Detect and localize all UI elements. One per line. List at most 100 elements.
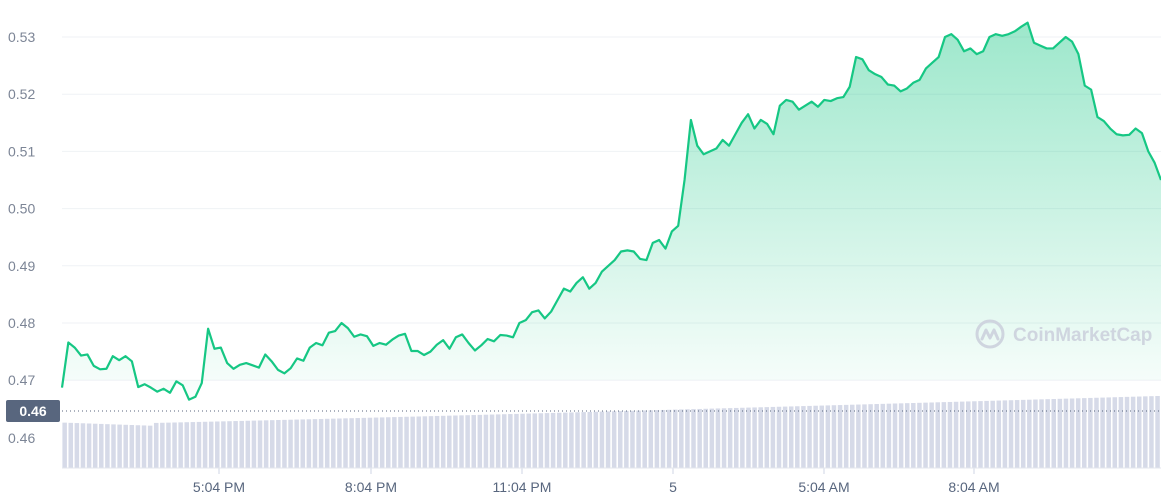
volume-bar — [379, 417, 385, 468]
volume-bar — [1143, 396, 1148, 468]
volume-bar — [947, 401, 953, 468]
volume-bar — [1014, 400, 1020, 468]
volume-bar — [734, 407, 739, 468]
volume-bar — [709, 408, 715, 468]
volume-bar — [831, 405, 837, 468]
volume-bar — [62, 422, 67, 468]
volume-bar — [1069, 398, 1075, 468]
volume-bar — [373, 417, 379, 468]
volume-bar — [453, 415, 458, 468]
volume-bar — [68, 422, 74, 468]
volume-bar — [202, 421, 208, 468]
volume-bar — [1124, 396, 1130, 468]
volume-bar — [105, 424, 110, 468]
volume-bar — [349, 418, 354, 468]
volume-bar — [428, 416, 434, 468]
volume-bar — [184, 422, 190, 468]
volume-bar — [727, 408, 733, 468]
volume-bar — [117, 424, 122, 468]
volume-bar — [385, 417, 391, 468]
volume-bar — [575, 412, 580, 468]
volume-bar — [422, 416, 428, 468]
x-axis: 5:04 PM 8:04 PM 11:04 PM 5 5:04 AM 8:04 AM — [62, 467, 1161, 495]
volume-bar — [532, 413, 538, 468]
y-tick-label: 0.47 — [8, 372, 35, 388]
volume-bar — [86, 423, 92, 468]
volume-bar — [502, 414, 507, 468]
volume-bar — [672, 409, 678, 468]
volume-bar — [196, 421, 202, 468]
volume-bars — [62, 396, 1160, 468]
volume-bar — [1094, 397, 1099, 468]
volume-bar — [904, 403, 910, 468]
volume-bar — [599, 411, 605, 468]
volume-bar — [862, 404, 867, 468]
volume-bar — [972, 401, 977, 468]
volume-bar — [556, 412, 562, 468]
volume-bar — [434, 415, 440, 468]
volume-bar — [178, 422, 183, 468]
volume-bar — [953, 401, 959, 468]
volume-bar — [495, 414, 501, 468]
volume-bar — [605, 411, 611, 468]
volume-bar — [978, 401, 983, 468]
volume-bar — [880, 403, 886, 468]
volume-bar — [215, 421, 220, 468]
volume-bar — [99, 423, 104, 468]
volume-bar — [697, 408, 702, 468]
volume-bar — [648, 410, 654, 468]
volume-bar — [935, 402, 940, 468]
volume-bar — [263, 420, 269, 468]
volume-bar — [996, 400, 1002, 468]
volume-bar — [886, 403, 892, 468]
volume-bar — [251, 420, 257, 468]
y-tick-label: 0.52 — [8, 86, 35, 102]
volume-bar — [288, 419, 293, 468]
volume-bar — [966, 401, 971, 468]
volume-bar — [318, 418, 324, 468]
volume-bar — [221, 421, 226, 468]
price-line-layer[interactable] — [60, 21, 1161, 401]
volume-bar — [691, 409, 696, 468]
volume-bar — [306, 419, 312, 468]
volume-bar — [1057, 398, 1063, 468]
volume-bar — [1063, 398, 1069, 468]
price-line[interactable] — [60, 21, 1161, 401]
volume-bar — [850, 404, 855, 468]
volume-bar — [819, 405, 824, 468]
price-area-fill — [62, 22, 1161, 400]
volume-bar — [74, 423, 80, 468]
volume-bar — [489, 414, 495, 468]
volume-bar — [1082, 398, 1087, 468]
volume-bar — [984, 400, 989, 468]
volume-bar — [392, 417, 397, 468]
volume-bar — [141, 425, 147, 468]
volume-bar — [111, 424, 116, 468]
watermark-text: CoinMarketCap — [1013, 325, 1152, 346]
volume-bar — [343, 418, 348, 468]
volume-bar — [929, 402, 934, 468]
volume-bar — [801, 406, 806, 468]
volume-bar — [1136, 396, 1142, 468]
volume-bar — [666, 409, 672, 468]
volume-bar — [776, 406, 782, 468]
x-tick-label: 5 — [669, 479, 677, 495]
current-price-label: 0.46 — [19, 403, 46, 419]
volume-bar — [752, 407, 757, 468]
volume-bar — [324, 418, 330, 468]
volume-bar — [172, 422, 177, 468]
volume-bar — [923, 402, 928, 468]
x-tick-label: 8:04 PM — [345, 479, 397, 495]
current-price-tag — [6, 400, 60, 422]
volume-bar — [147, 425, 153, 468]
volume-bar — [758, 407, 763, 468]
volume-bar — [618, 411, 623, 468]
volume-bar — [1112, 397, 1118, 468]
volume-bar — [514, 413, 519, 468]
volume-bar — [740, 407, 745, 468]
volume-bar — [135, 425, 141, 468]
volume-bar — [721, 408, 727, 468]
volume-bar — [679, 409, 684, 468]
coinmarketcap-logo-icon — [975, 319, 1005, 349]
